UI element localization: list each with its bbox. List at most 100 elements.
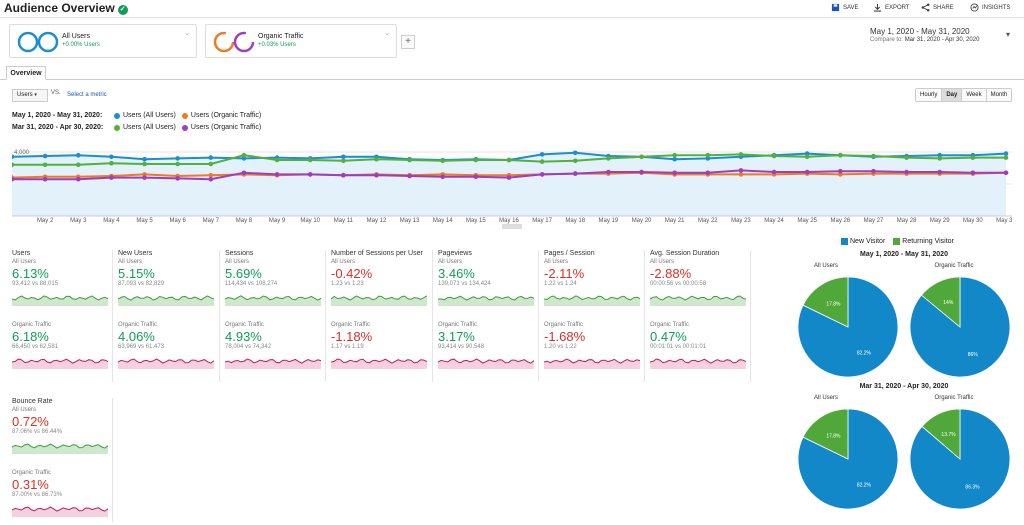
data-point[interactable] [672,156,677,162]
data-point[interactable] [937,152,943,158]
data-point[interactable] [1003,151,1009,156]
data-point[interactable] [42,176,48,182]
data-point[interactable] [274,172,280,177]
data-point[interactable] [440,158,446,164]
data-point[interactable] [75,152,81,158]
data-point[interactable] [307,172,313,177]
data-point[interactable] [871,168,876,174]
chevron-down-icon[interactable]: ⌄ [384,30,390,37]
pie-slice-returning-visitor[interactable] [921,408,961,460]
legend-item[interactable]: Users (All Users) [114,112,176,119]
date-dropdown-icon[interactable]: ▾ [1006,30,1011,39]
metric-select[interactable]: Users ▾ [12,89,48,102]
data-point[interactable] [142,161,147,167]
data-point[interactable] [208,161,214,167]
legend-item[interactable]: Users (Organic Traffic) [181,112,261,119]
data-point[interactable] [341,154,346,160]
data-point[interactable] [539,152,545,157]
data-point[interactable] [473,157,479,163]
data-point[interactable] [970,170,976,176]
data-point[interactable] [208,176,214,182]
data-point[interactable] [440,174,446,180]
data-point[interactable] [672,152,677,158]
tab-overview[interactable]: Overview [6,66,46,80]
data-point[interactable] [506,175,512,180]
metric-pages-session[interactable]: Pages / Session All Users -2.11% 1.22 vs 1.… [544,250,644,369]
metric-bounce-rate[interactable]: Bounce Rate All Users 0.72% 87.06% vs 86.44… [12,398,112,517]
pie-slice-returning-visitor[interactable] [802,276,849,328]
data-point[interactable] [804,151,810,156]
insights-button[interactable]: INSIGHTS [970,3,1010,12]
data-point[interactable] [838,168,843,174]
metric-number-of-sessions-per-user[interactable]: Number of Sessions per User All Users -0.4… [331,250,431,369]
data-point[interactable] [572,158,578,164]
data-point[interactable] [1003,155,1009,160]
metric-pageviews[interactable]: Pageviews All Users 3.46% 139,071 vs 134,42… [438,250,538,369]
data-point[interactable] [142,175,147,180]
data-point[interactable] [705,170,711,176]
data-point[interactable] [970,155,976,160]
pie-slice-returning-visitor[interactable] [802,408,849,460]
data-point[interactable] [539,172,545,177]
data-point[interactable] [42,162,48,168]
share-button[interactable]: SHARE [921,3,954,12]
data-point[interactable] [705,152,711,158]
data-point[interactable] [12,154,15,160]
data-point[interactable] [606,169,611,175]
period-hourly-button[interactable]: Hourly [916,89,943,101]
data-point[interactable] [12,176,15,182]
data-point[interactable] [738,152,744,157]
data-point[interactable] [804,154,810,160]
data-point[interactable] [341,172,346,178]
data-point[interactable] [175,156,180,161]
data-point[interactable] [208,172,214,178]
data-point[interactable] [771,153,777,159]
data-point[interactable] [606,156,611,161]
data-point[interactable] [175,176,180,181]
data-point[interactable] [904,155,909,160]
export-button[interactable]: EXPORT [873,3,910,12]
data-point[interactable] [341,158,346,164]
data-point[interactable] [871,153,876,159]
data-point[interactable] [738,172,744,177]
data-point[interactable] [838,172,843,177]
data-point[interactable] [374,172,379,178]
data-point[interactable] [572,150,578,156]
add-segment-button[interactable]: + [401,35,415,49]
data-point[interactable] [142,156,147,162]
data-point[interactable] [109,154,114,160]
data-point[interactable] [1003,170,1009,176]
data-point[interactable] [639,154,644,160]
data-point[interactable] [75,176,81,182]
period-day-button[interactable]: Day [942,89,963,101]
data-point[interactable] [738,168,744,173]
pie-slice-returning-visitor[interactable] [920,276,961,328]
data-point[interactable] [937,169,943,175]
data-point[interactable] [904,169,909,175]
data-point[interactable] [771,169,777,175]
save-button[interactable]: SAVE [831,3,859,12]
data-point[interactable] [705,156,711,161]
data-point[interactable] [506,157,512,163]
metric-new-users[interactable]: New Users All Users 5.15% 87,093 vs 82,829 O… [118,250,218,369]
segment-all-users[interactable]: All Users +0.00% Users ⌄ [9,24,197,58]
data-point[interactable] [75,162,81,168]
data-point[interactable] [241,152,247,158]
metric-sessions[interactable]: Sessions All Users 5.69% 114,434 vs 108,274… [225,250,325,369]
metric-users[interactable]: Users All Users 6.13% 93,412 vs 88,015 Organ… [12,250,112,369]
data-point[interactable] [572,171,578,176]
data-point[interactable] [109,160,114,166]
data-point[interactable] [142,172,147,177]
data-point[interactable] [374,156,379,162]
data-point[interactable] [639,169,644,175]
metric-avg-session-duration[interactable]: Avg. Session Duration All Users -2.88% 00:0… [650,250,750,369]
period-week-button[interactable]: Week [962,89,987,101]
data-point[interactable] [175,161,180,167]
data-point[interactable] [109,175,114,180]
data-point[interactable] [539,159,545,164]
segment-organic-traffic[interactable]: Organic Traffic +0.03% Users ⌄ [205,24,397,58]
data-point[interactable] [241,170,247,176]
data-point[interactable] [42,153,48,159]
data-point[interactable] [407,173,412,179]
data-point[interactable] [307,157,313,163]
